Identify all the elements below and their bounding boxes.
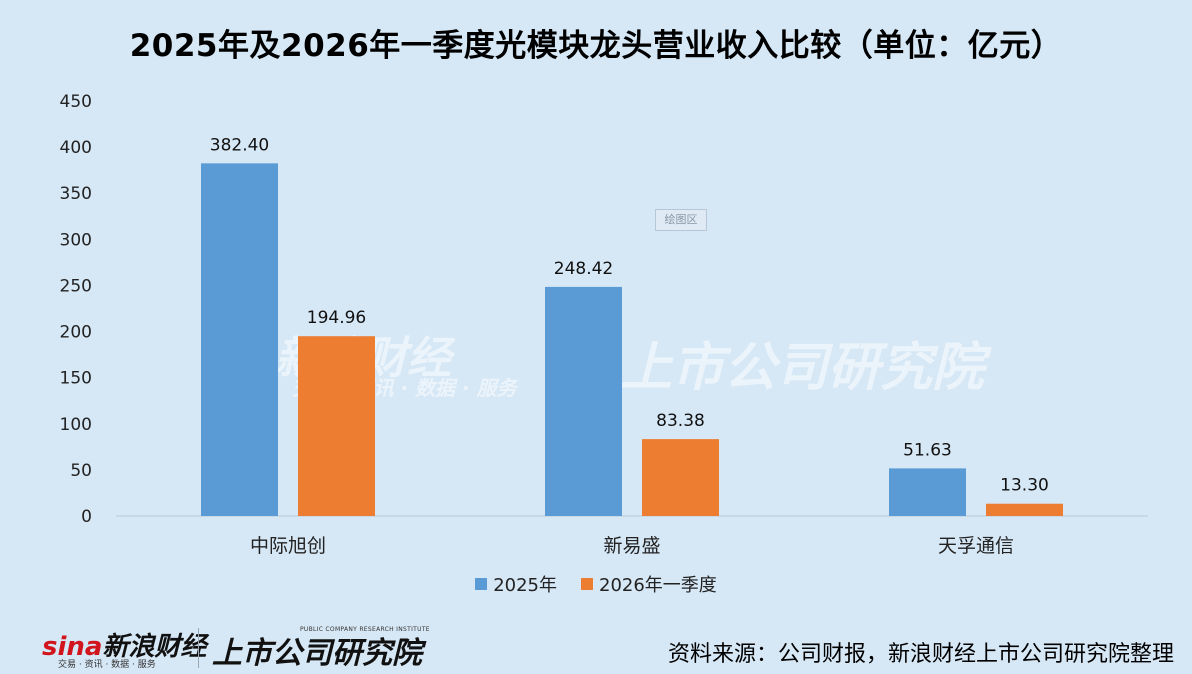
y-tick-label: 400 [60, 138, 92, 158]
data-label: 51.63 [903, 440, 952, 460]
plot-area-tag: 绘图区 [655, 209, 707, 231]
bar-2025 [545, 286, 622, 516]
sina-logo-prefix: sina [42, 632, 103, 662]
category-label: 天孚通信 [938, 535, 1014, 557]
sina-logo: sina新浪财经 [42, 626, 206, 663]
sina-logo-subtitle: 交易 · 资讯 · 数据 · 服务 [58, 660, 156, 670]
bar-2026q1 [642, 439, 719, 516]
data-label: 194.96 [307, 308, 366, 328]
y-tick-label: 250 [60, 276, 92, 296]
bar-2025 [889, 468, 966, 516]
legend-item-2025: 2025年 [475, 571, 557, 597]
data-label: 248.42 [554, 259, 613, 279]
bar-2026q1 [298, 336, 375, 516]
bar-2025 [201, 163, 278, 516]
bar-chart: 0 50 100 150 200 250 300 350 400 450 382.40 194.96… [60, 92, 1148, 557]
y-tick-label: 450 [60, 92, 92, 112]
chart-title: 2025年及2026年一季度光模块龙头营业收入比较（单位：亿元） [129, 28, 1063, 64]
legend: 2025年 2026年一季度 [0, 571, 1192, 597]
y-tick-label: 300 [60, 230, 92, 250]
legend-swatch-2026q1 [581, 578, 593, 590]
legend-item-2026q1: 2026年一季度 [581, 571, 717, 597]
category-labels: 中际旭创 新易盛 天孚通信 [250, 535, 1014, 557]
data-label: 382.40 [210, 135, 269, 155]
bar-2026q1 [986, 503, 1063, 516]
legend-label-2026q1: 2026年一季度 [599, 575, 717, 596]
data-label: 13.30 [1000, 476, 1049, 496]
institute-logo: 上市公司研究院 [212, 636, 422, 671]
legend-swatch-2025 [475, 578, 488, 590]
sina-logo-text: 新浪财经 [102, 632, 207, 662]
category-label: 新易盛 [603, 535, 660, 557]
y-tick-label: 200 [60, 323, 92, 343]
institute-logo-english: PUBLIC COMPANY RESEARCH INSTITUTE [300, 626, 430, 633]
source-note: 资料来源：公司财报，新浪财经上市公司研究院整理 [667, 642, 1174, 667]
data-labels: 382.40 194.96 248.42 83.38 51.63 13.30 [210, 135, 1049, 495]
y-tick-label: 50 [70, 461, 92, 481]
y-tick-label: 0 [81, 507, 92, 527]
data-label: 83.38 [656, 411, 705, 431]
y-tick-label: 350 [60, 184, 92, 204]
category-label: 中际旭创 [250, 535, 326, 557]
y-tick-label: 150 [60, 369, 92, 389]
watermark-institute: 上市公司研究院 [620, 338, 985, 398]
bars [201, 163, 1063, 516]
y-tick-label: 100 [60, 415, 92, 435]
y-axis: 0 50 100 150 200 250 300 350 400 450 [60, 92, 92, 527]
legend-label-2025: 2025年 [493, 575, 557, 596]
footer-divider [198, 628, 199, 668]
